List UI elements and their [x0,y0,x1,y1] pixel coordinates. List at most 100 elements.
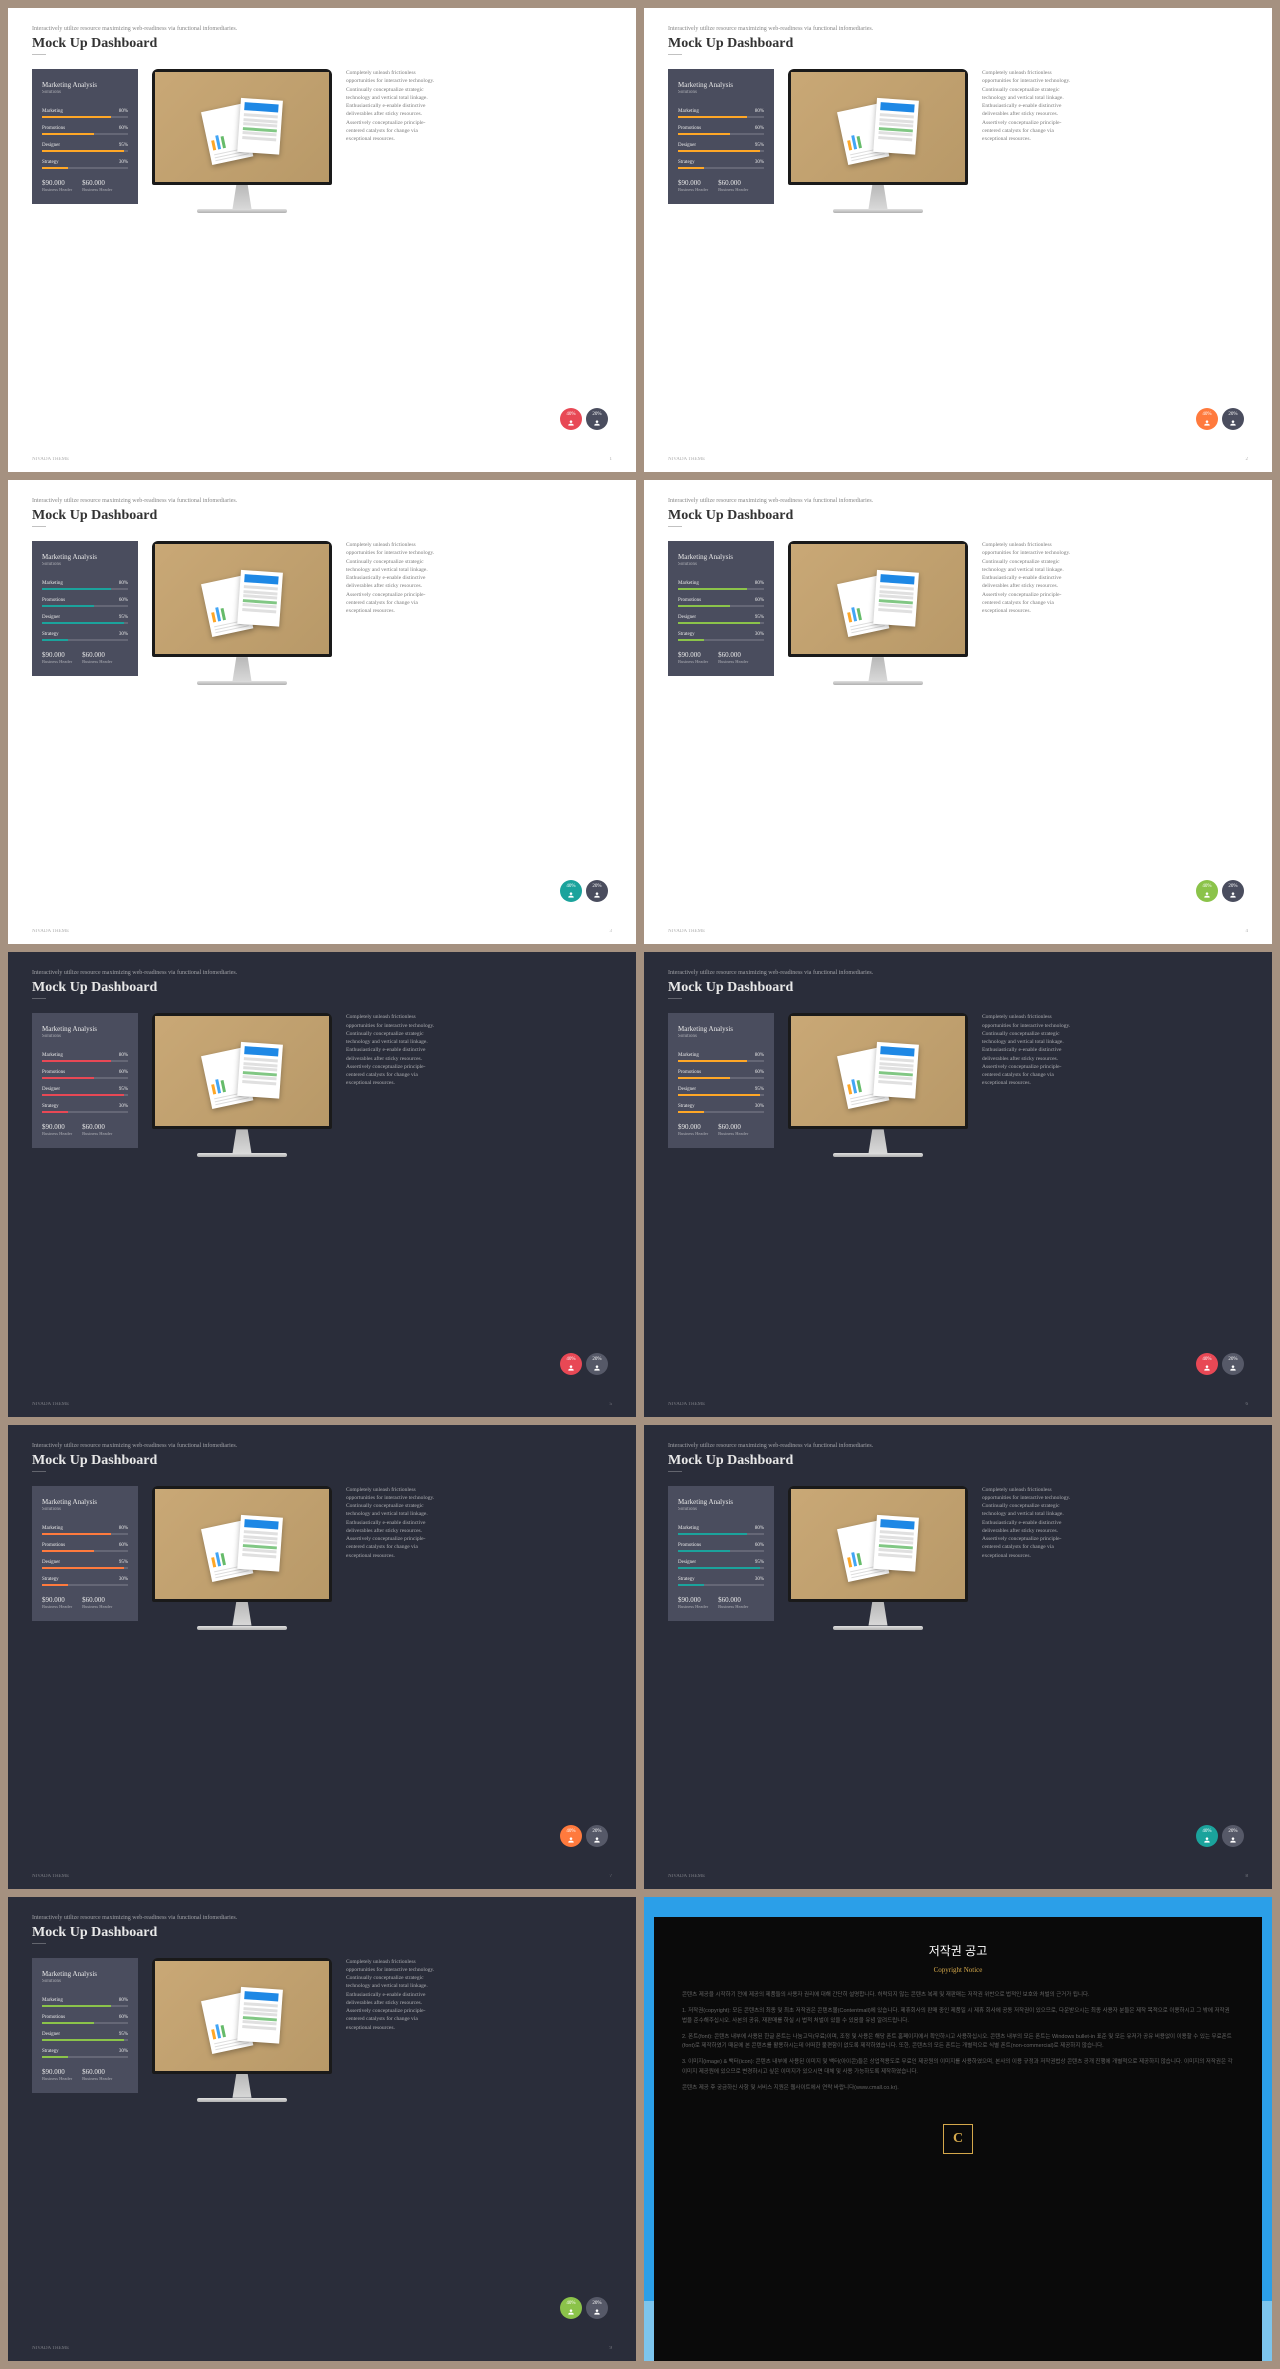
description-text: Completely unleash frictionless opportun… [346,541,436,615]
slide-content: Marketing Analysis Solutions Marketing80… [32,69,612,213]
stat-circles: 40% 20% [560,2297,608,2319]
circle-pct: 20% [592,412,601,417]
stats-row: $90.000Business Header $60.000Business H… [42,179,128,192]
bar-pct: 60% [755,1543,764,1548]
panel-title: Marketing Analysis [678,553,764,561]
bar-fill [678,1533,747,1535]
stat-1: $90.000Business Header [678,179,708,192]
bar-fill [678,605,730,607]
circle-pct: 20% [592,884,601,889]
monitor-stand [223,1602,261,1626]
monitor-stand [223,1129,261,1153]
bar-pct: 30% [755,632,764,637]
bar-label: Designer [42,1087,60,1092]
bar-label: Strategy [42,1577,59,1582]
bar-label: Strategy [678,632,695,637]
stat-1: $90.000Business Header [42,651,72,664]
panel-title: Marketing Analysis [678,1025,764,1033]
slide-subtitle: Interactively utilize resource maximizin… [32,498,612,504]
bar-label: Promotions [678,126,701,131]
slide-title: Mock Up Dashboard [668,508,1248,524]
bar-label: Marketing [678,109,699,114]
stat-value: $90.000 [42,1123,72,1131]
bar-label: Marketing [42,1998,63,2003]
bar-pct: 60% [119,598,128,603]
bar-pct: 60% [119,1070,128,1075]
description-text: Completely unleash frictionless opportun… [346,1958,436,2032]
analysis-panel: Marketing Analysis Solutions Marketing80… [668,541,774,676]
bar-label: Marketing [42,109,63,114]
stat-label: Business Header [718,187,748,192]
bar-track [42,1584,128,1586]
bar-fill [678,1060,747,1062]
bar-row: Strategy 30% [678,632,764,641]
slide-footer: NIVADA THEME7 [32,1874,612,1879]
bar-row: Strategy30% [42,1104,128,1113]
bar-row: Promotions60% [42,1543,128,1552]
stat-value: $60.000 [82,179,112,187]
monitor-screen [791,1016,965,1126]
bar-row: Promotions60% [42,1070,128,1079]
bar-pct: 60% [755,1070,764,1075]
bar-fill [678,150,760,152]
stat-1: $90.000Business Header [678,1123,708,1136]
bar-row: Strategy30% [42,160,128,169]
stat-1: $90.000Business Header [42,1596,72,1609]
stats-row: $90.000Business Header $60.000Business H… [678,179,764,192]
bar-pct: 30% [119,2049,128,2054]
circle-pct: 40% [566,884,575,889]
analysis-panel: Marketing Analysis Solutions Marketing80… [32,69,138,204]
bar-track [678,1060,764,1062]
bar-fill [42,2039,124,2041]
stat-label: Business Header [678,1604,708,1609]
stat-label: Business Header [82,2076,112,2081]
stat-label: Business Header [678,187,708,192]
stat-label: Business Header [42,1131,72,1136]
bar-pct: 60% [119,1543,128,1548]
description-text: Completely unleash frictionless opportun… [346,1013,436,1087]
paper-2 [237,98,283,155]
bar-fill [678,1094,760,1096]
panel-sub: Solutions [42,562,128,567]
bar-track [678,150,764,152]
slide-title: Mock Up Dashboard [32,1453,612,1469]
circle-1: 40% [560,880,582,902]
bar-track [42,639,128,641]
stat-2: $60.000Business Header [718,651,748,664]
stat-label: Business Header [718,1604,748,1609]
stat-value: $60.000 [718,1123,748,1131]
footer-brand: NIVADA THEME [32,929,69,934]
copyright-p5: 콘텐츠 제공 후 궁금하신 사항 및 서비스 지원은 웹사이트에서 연락 바랍니… [682,2084,1234,2094]
paper-2 [873,570,919,627]
page-number: 8 [1246,1874,1249,1879]
bar-label: Designer [678,615,696,620]
stat-label: Business Header [42,2076,72,2081]
footer-brand: NIVADA THEME [668,1874,705,1879]
stats-row: $90.000Business Header $60.000Business H… [678,1596,764,1609]
bar-label: Marketing [678,1053,699,1058]
paper-2 [237,570,283,627]
circle-1: 40% [560,1825,582,1847]
slide: Interactively utilize resource maximizin… [644,952,1272,1416]
monitor-frame [152,69,332,185]
stat-label: Business Header [82,187,112,192]
monitor-screen [155,1489,329,1599]
bar-pct: 80% [755,1053,764,1058]
slide-title: Mock Up Dashboard [668,36,1248,52]
bar-row: Marketing80% [42,581,128,590]
bar-label: Marketing [678,581,699,586]
bar-track [42,1077,128,1079]
stat-value: $90.000 [42,651,72,659]
monitor-mockup [152,69,332,213]
bar-pct: 80% [119,1998,128,2003]
bar-fill [42,116,111,118]
panel-sub: Solutions [42,90,128,95]
analysis-panel: Marketing Analysis Solutions Marketing80… [32,1958,138,2093]
bar-row: Marketing80% [42,1526,128,1535]
slide-title: Mock Up Dashboard [668,980,1248,996]
stat-circles: 40% 20% [560,1825,608,1847]
monitor-base [833,1153,923,1157]
bar-fill [42,150,124,152]
circle-pct: 40% [566,1357,575,1362]
stat-1: $90.000Business Header [42,2068,72,2081]
